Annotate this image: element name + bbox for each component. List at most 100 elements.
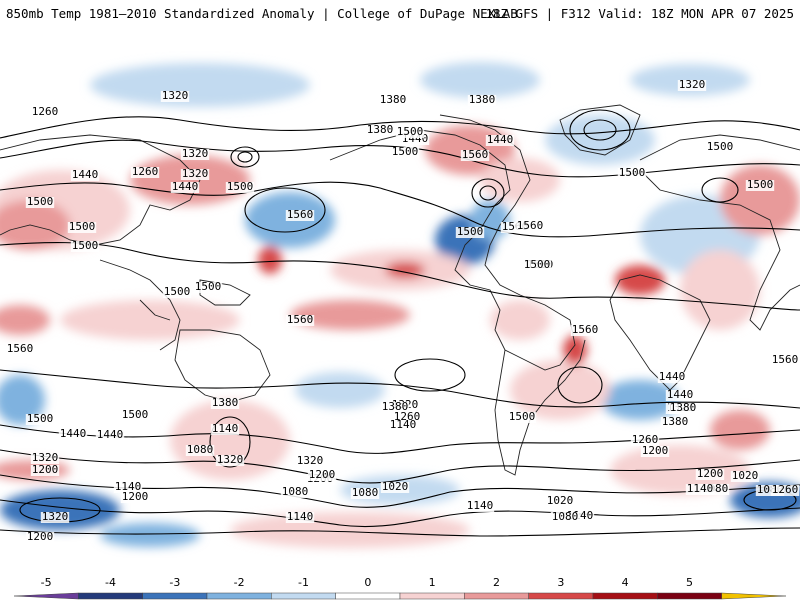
contour-label: 1500 — [524, 258, 551, 271]
contour-label: 1500 — [227, 180, 254, 193]
contour-label-bg — [5, 344, 35, 355]
contour-label-bg — [400, 134, 430, 145]
contour-label-bg — [500, 222, 530, 233]
contour-label-bg — [40, 512, 70, 523]
contour-label-bg — [770, 485, 800, 496]
contour-label-bg — [617, 168, 647, 179]
header-left-title: 850mb Temp 1981–2010 Standardized Anomal… — [6, 6, 518, 21]
contour-label: 1200 — [642, 444, 669, 457]
contour-label-bg — [180, 169, 210, 180]
contour-label: 1440 — [172, 180, 199, 193]
contour-label: 1440 — [659, 370, 686, 383]
contour-label-bg — [215, 455, 245, 466]
colorbar-tick-label: 3 — [557, 576, 564, 589]
contour-label-bg — [30, 453, 60, 464]
contour-label-bg — [685, 484, 715, 495]
contour-label: 1080 — [282, 485, 309, 498]
colorbar-tick-label: 2 — [493, 576, 500, 589]
contour-label: 1020 — [547, 494, 574, 507]
colorbar-segment — [528, 592, 594, 600]
contour-label: 1500 — [27, 412, 54, 425]
contour-label: 1200 — [32, 463, 59, 476]
contour-label-bg — [70, 241, 100, 252]
contour-label: 1320 — [32, 451, 59, 464]
contour-label-bg — [285, 315, 315, 326]
contour-label: 1380 — [670, 401, 697, 414]
contour-label: 1500 — [397, 125, 424, 138]
contour-label-bg — [695, 469, 725, 480]
contour-label-bg — [30, 107, 60, 118]
contour-label-bg — [225, 182, 255, 193]
contour-label-bg — [25, 532, 55, 543]
contour-label: 1380 — [469, 93, 496, 106]
contour-label: 1320 — [162, 89, 189, 102]
contour-label-bg — [705, 142, 735, 153]
contour-label-bg — [307, 470, 337, 481]
contour-label: 1020 — [382, 480, 409, 493]
contour-label-bg — [113, 482, 143, 493]
contour-label-bg — [660, 417, 690, 428]
contour-label-bg — [507, 412, 537, 423]
contour-label: 1020 — [732, 469, 759, 482]
colorbar-tick-label: 5 — [686, 576, 693, 589]
contour-label: 1440 — [97, 428, 124, 441]
contour-label-bg — [380, 482, 410, 493]
contour-label-bg — [665, 390, 695, 401]
contour-label-bg — [185, 445, 215, 456]
colorbar-segment — [78, 592, 143, 600]
contour-label: 1320 — [679, 78, 706, 91]
contour-label-bg — [668, 403, 698, 414]
contour-label-bg — [485, 135, 515, 146]
contour-label: 1440 — [60, 427, 87, 440]
contour-label: 1560 — [7, 342, 34, 355]
contour-label: 1500 — [69, 220, 96, 233]
colorbar-segment — [13, 592, 79, 600]
contour-label-bg — [350, 488, 380, 499]
contour-label: 1260 — [772, 483, 799, 496]
colorbar-segment — [271, 592, 336, 600]
contour-label: 1500 — [164, 285, 191, 298]
colorbar-segment — [592, 592, 658, 600]
contour-label-bg — [280, 487, 310, 498]
contour-label-bg — [467, 95, 497, 106]
contour-label-bg — [770, 355, 800, 366]
contour-label: 1320 — [182, 147, 209, 160]
map-header: 850mb Temp 1981–2010 Standardized Anomal… — [0, 0, 800, 30]
colorbar-segment — [206, 592, 272, 600]
contour-label-bg — [657, 372, 687, 383]
colorbar-tick-label: 0 — [364, 576, 371, 589]
colorbar-tick-label: 4 — [622, 576, 629, 589]
contour-label-bg — [120, 410, 150, 421]
contour-label-bg — [285, 210, 315, 221]
contour-label: 1320 — [42, 510, 69, 523]
contour-label: 1500 — [72, 239, 99, 252]
contour-label-bg — [30, 465, 60, 476]
contour-label: 1500 — [619, 166, 646, 179]
contour-label-bg — [285, 512, 315, 523]
contour-label: 1560 — [572, 323, 599, 336]
contour-label: 1140 — [390, 418, 417, 431]
contour-label-bg — [460, 150, 490, 161]
contour-label: 1440 — [667, 388, 694, 401]
contour-label: 1380 — [367, 123, 394, 136]
colorbar-segment — [399, 592, 465, 600]
header-right-title: 18Z GFS | F312 Valid: 18Z MON APR 07 202… — [485, 6, 794, 21]
contour-label: 1380 — [212, 396, 239, 409]
contour-label: 1380 — [382, 400, 409, 413]
contour-label-bg — [210, 398, 240, 409]
contour-label: 1320 — [182, 167, 209, 180]
contour-label-bg — [388, 420, 418, 431]
contour-label: 1140 — [287, 510, 314, 523]
colorbar-segment — [335, 592, 401, 600]
contour-label: 1560 — [517, 219, 544, 232]
contour-label: 1080 — [552, 510, 579, 523]
coastlines — [0, 104, 800, 476]
contour-label-bg — [295, 456, 325, 467]
contour-label: 1500 — [457, 225, 484, 238]
contour-label: 1380 — [662, 415, 689, 428]
colorbar-segment — [657, 592, 722, 600]
colorbar-tick-label: -4 — [105, 576, 116, 589]
contour-label-bg — [162, 287, 192, 298]
contour-label: 1140 — [212, 422, 239, 435]
